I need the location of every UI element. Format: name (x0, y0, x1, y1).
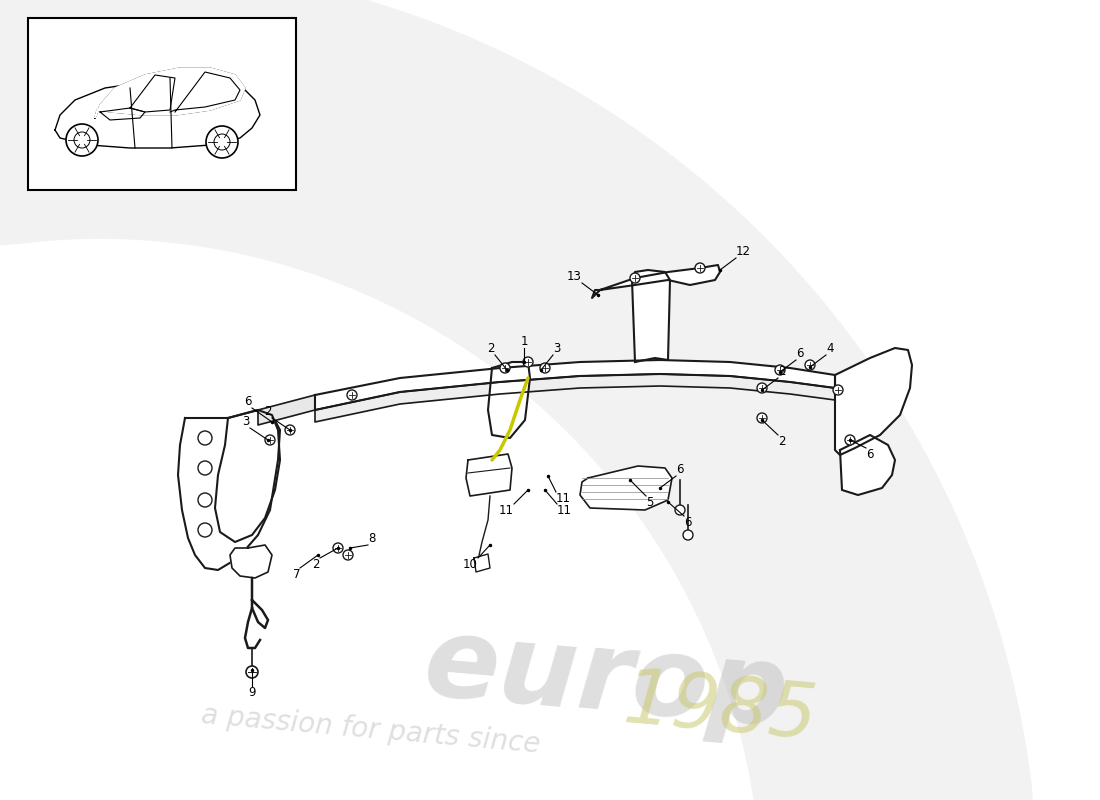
Text: 10: 10 (463, 558, 478, 571)
Text: 7: 7 (293, 568, 300, 581)
Text: 2: 2 (487, 342, 495, 355)
Text: 11: 11 (556, 492, 571, 505)
Circle shape (66, 124, 98, 156)
Text: 4: 4 (826, 342, 834, 355)
Circle shape (198, 461, 212, 475)
Circle shape (675, 505, 685, 515)
Polygon shape (580, 466, 672, 510)
Text: 6: 6 (244, 395, 252, 408)
Text: 13: 13 (568, 270, 582, 283)
Circle shape (500, 363, 510, 373)
Polygon shape (258, 395, 315, 425)
Text: europ: europ (420, 610, 793, 750)
Text: 9: 9 (249, 686, 255, 699)
Circle shape (683, 530, 693, 540)
Text: 6: 6 (676, 463, 683, 476)
Polygon shape (214, 410, 280, 542)
Circle shape (776, 365, 785, 375)
Circle shape (833, 385, 843, 395)
Circle shape (757, 413, 767, 423)
Text: 1985: 1985 (620, 665, 821, 755)
Polygon shape (230, 545, 272, 578)
Circle shape (333, 543, 343, 553)
Polygon shape (474, 554, 490, 572)
Circle shape (206, 126, 238, 158)
Circle shape (198, 523, 212, 537)
Polygon shape (55, 80, 260, 148)
Text: 3: 3 (243, 415, 250, 428)
Polygon shape (592, 265, 720, 298)
Text: 11: 11 (499, 504, 514, 517)
Circle shape (805, 360, 815, 370)
Circle shape (540, 363, 550, 373)
Text: 3: 3 (553, 342, 560, 355)
Polygon shape (315, 360, 835, 410)
Text: 2: 2 (264, 405, 272, 418)
Polygon shape (840, 435, 895, 495)
Circle shape (343, 550, 353, 560)
Circle shape (695, 263, 705, 273)
Polygon shape (632, 270, 670, 362)
Text: 5: 5 (646, 496, 653, 509)
Text: 12: 12 (736, 245, 751, 258)
Circle shape (74, 132, 90, 148)
Polygon shape (95, 68, 245, 118)
Polygon shape (178, 410, 280, 570)
Text: 6: 6 (796, 347, 803, 360)
Polygon shape (488, 362, 530, 438)
Circle shape (285, 425, 295, 435)
Text: 2: 2 (312, 558, 320, 571)
Text: 8: 8 (368, 532, 375, 545)
Polygon shape (466, 454, 512, 496)
Circle shape (198, 493, 212, 507)
Circle shape (214, 134, 230, 150)
Polygon shape (315, 374, 835, 422)
Circle shape (630, 273, 640, 283)
Text: 2: 2 (778, 435, 785, 448)
Text: a passion for parts since: a passion for parts since (200, 702, 541, 758)
Circle shape (346, 390, 358, 400)
Bar (28, 18, 296, 190)
Circle shape (265, 435, 275, 445)
Text: 2: 2 (778, 365, 785, 378)
Text: 6: 6 (684, 516, 692, 529)
Circle shape (757, 383, 767, 393)
Circle shape (845, 435, 855, 445)
Text: 1: 1 (520, 335, 528, 348)
Text: 11: 11 (557, 504, 572, 517)
Polygon shape (835, 348, 912, 455)
Circle shape (198, 431, 212, 445)
Circle shape (246, 666, 258, 678)
Circle shape (522, 357, 534, 367)
Text: 6: 6 (866, 448, 873, 461)
